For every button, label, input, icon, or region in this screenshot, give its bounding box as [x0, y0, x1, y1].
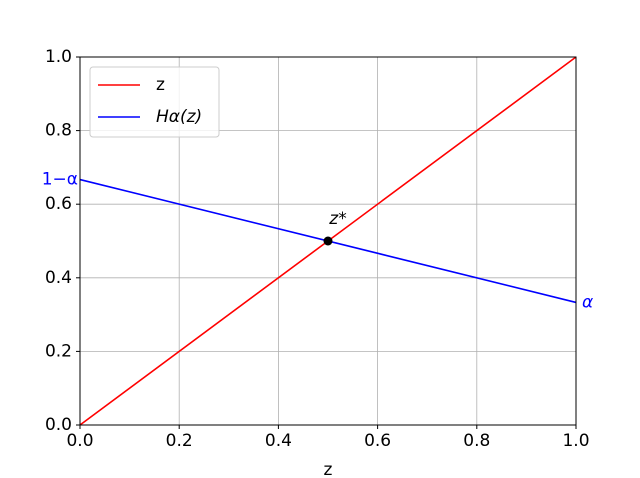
- legend-label: Hα(z): [156, 107, 202, 127]
- y-tick-label: 0.0: [45, 415, 72, 435]
- point: [323, 236, 333, 246]
- x-tick-label: 1.0: [562, 431, 589, 451]
- x-tick-label: 0.8: [463, 431, 490, 451]
- plot-frame: [79, 56, 577, 426]
- x-tick-label: 0.2: [166, 431, 193, 451]
- left-annotation: 1−α: [42, 170, 78, 190]
- right-annotation: α: [582, 292, 593, 312]
- y-tick-label: 0.8: [45, 121, 72, 141]
- y-tick-label: 0.6: [45, 194, 72, 214]
- y-tick-label: 1.0: [45, 47, 72, 67]
- x-tick-label: 0.4: [265, 431, 292, 451]
- point-label: z*: [328, 209, 346, 229]
- x-tick-label: 0.6: [364, 431, 391, 451]
- y-tick-label: 0.2: [45, 341, 72, 361]
- legend-label: z: [156, 75, 165, 95]
- x-axis-label: z: [324, 460, 333, 478]
- x-tick-label: 0.0: [66, 431, 93, 451]
- y-tick-label: 0.4: [45, 268, 72, 288]
